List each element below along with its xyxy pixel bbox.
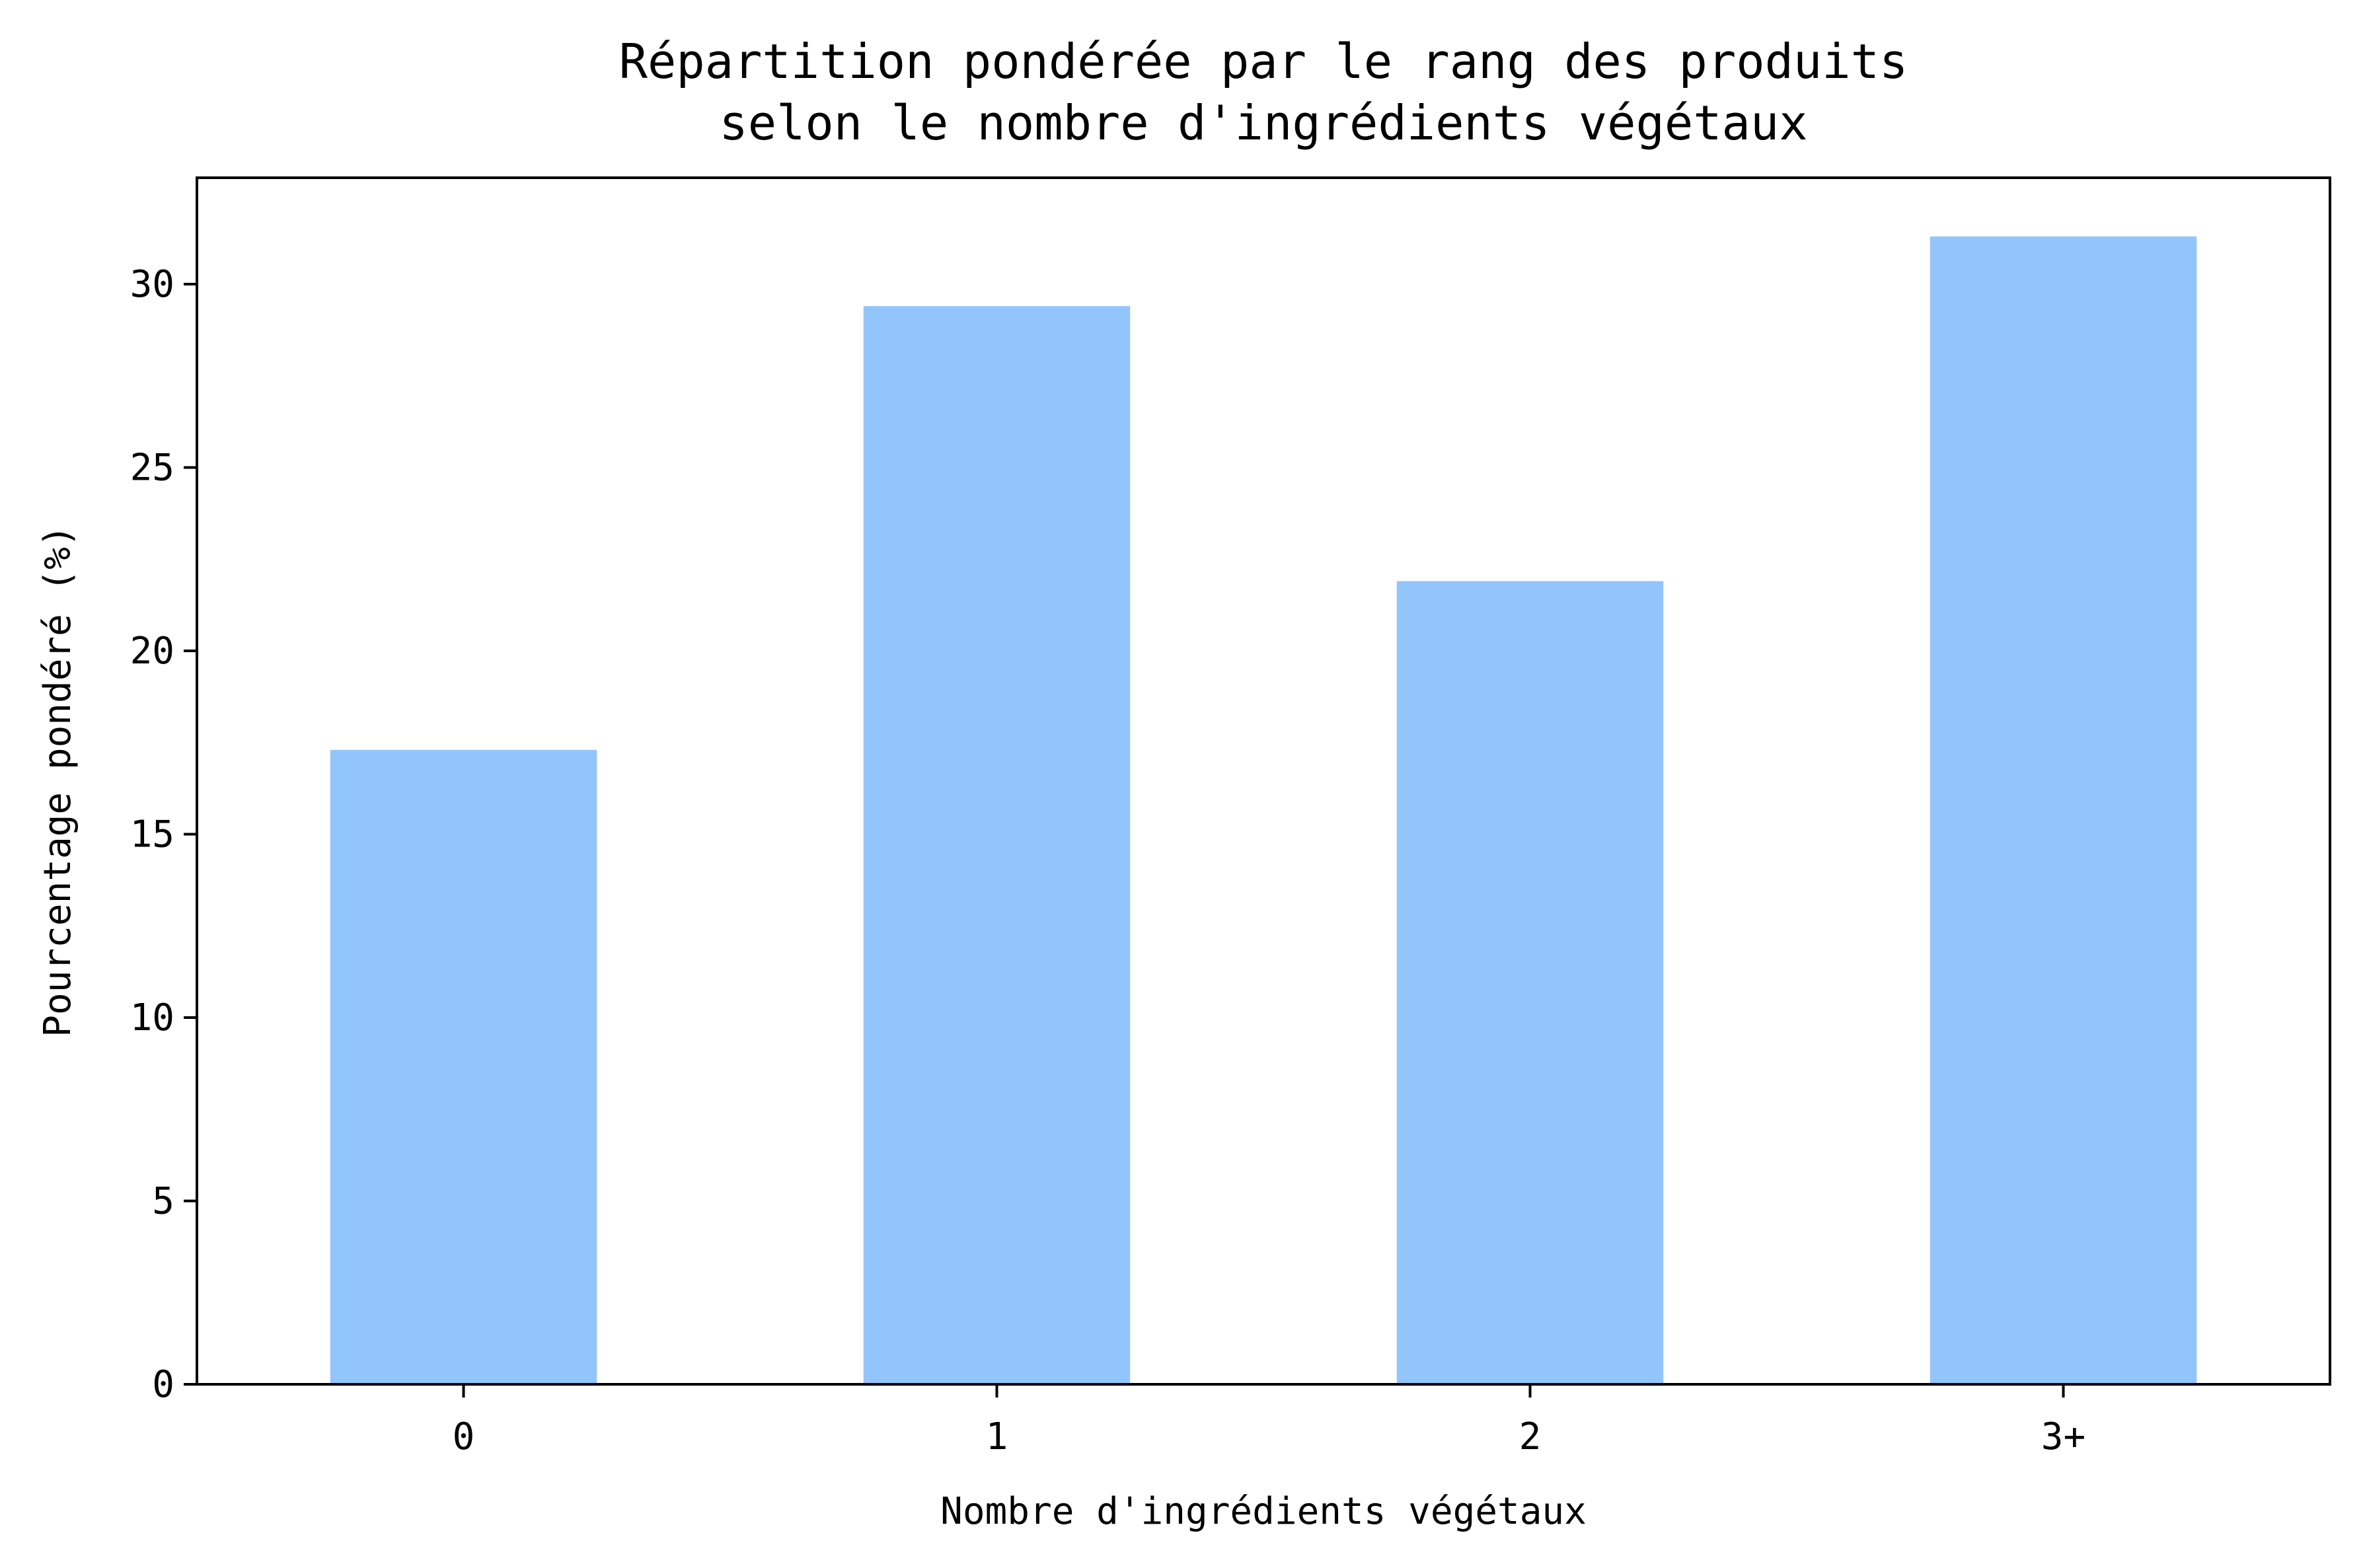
x-tick-label: 3+ — [2041, 1415, 2085, 1458]
x-axis-label: Nombre d'ingrédients végétaux — [940, 1490, 1587, 1533]
chart-title-line-1: Répartition pondérée par le rang des pro… — [619, 34, 1908, 89]
bars-group — [330, 236, 2197, 1384]
bar-3+ — [1930, 236, 2197, 1384]
x-tick-label: 2 — [1519, 1415, 1542, 1458]
y-axis-ticks: 0 5 10 15 20 25 30 — [130, 263, 197, 1406]
x-tick-label: 1 — [986, 1415, 1008, 1458]
y-axis-label: Pourcentage pondéré (%) — [36, 525, 79, 1037]
x-axis-ticks: 0 1 2 3+ — [453, 1384, 2085, 1458]
y-tick-label: 10 — [130, 996, 174, 1039]
y-tick-label: 15 — [130, 813, 174, 856]
y-tick-label: 25 — [130, 446, 174, 489]
x-tick-label: 0 — [453, 1415, 475, 1458]
y-tick-label: 5 — [152, 1179, 174, 1222]
plot-frame — [196, 176, 2331, 1386]
bar-0 — [330, 749, 597, 1384]
y-tick-label: 0 — [152, 1363, 174, 1406]
chart-title-line-2: selon le nombre d'ingrédients végétaux — [719, 95, 1807, 151]
bar-2 — [1396, 581, 1664, 1384]
y-tick-label: 20 — [130, 630, 174, 673]
y-tick-label: 30 — [130, 263, 174, 306]
bar-1 — [863, 306, 1131, 1384]
